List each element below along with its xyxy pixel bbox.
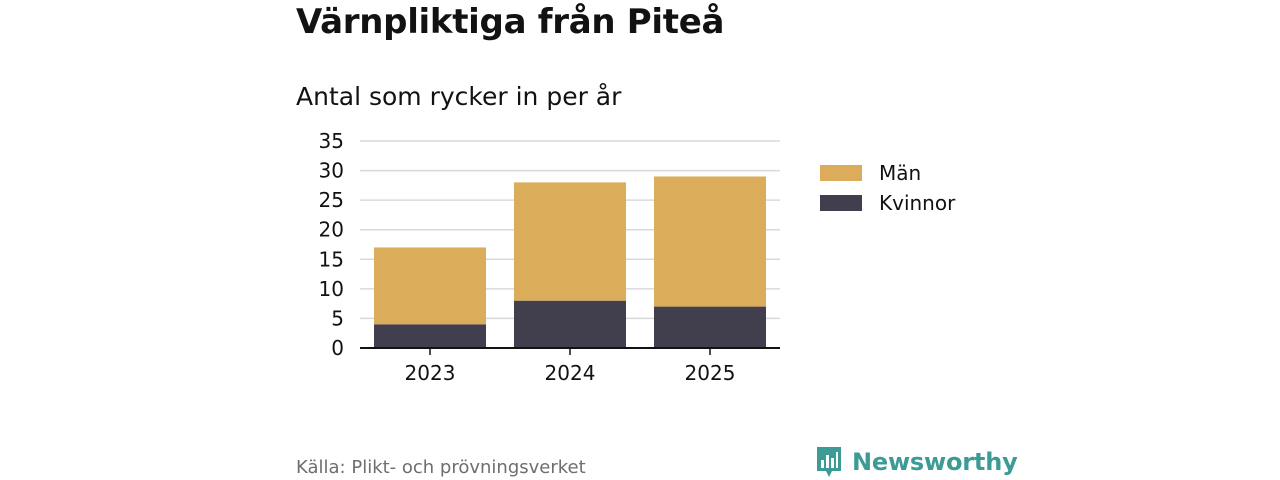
x-tick-label: 2023 [405, 361, 456, 385]
y-axis-ticks: 0 5 10 15 20 25 30 35 [319, 129, 344, 360]
bar-mn-2025 [654, 176, 766, 307]
legend-swatch-kvinnor [820, 195, 862, 211]
bar-kvinnor-2023 [374, 324, 486, 348]
bar-chart-speech-icon [817, 447, 841, 477]
legend-label-kvinnor: Kvinnor [879, 191, 956, 215]
y-tick-label: 30 [319, 159, 344, 183]
y-tick-label: 35 [319, 129, 344, 153]
y-tick-label: 0 [331, 336, 344, 360]
source-note: Källa: Plikt- och prövningsverket [296, 457, 586, 478]
bar-kvinnor-2025 [654, 306, 766, 348]
x-axis: 2023 2024 2025 [360, 347, 780, 385]
x-tick-label: 2025 [685, 361, 736, 385]
bar-mn-2024 [514, 182, 626, 301]
bars [374, 176, 766, 348]
legend-swatch-man [820, 165, 862, 181]
chart-title: Värnpliktiga från Piteå [296, 2, 725, 42]
legend-label-man: Män [879, 161, 922, 185]
y-tick-label: 5 [331, 306, 344, 330]
y-tick-label: 20 [319, 218, 344, 242]
y-tick-label: 25 [319, 188, 344, 212]
bar-mn-2023 [374, 247, 486, 325]
brand-name: Newsworthy [852, 448, 1018, 476]
brand-logo: Newsworthy [815, 445, 1018, 479]
legend-item-man: Män [820, 158, 955, 188]
chart-subtitle: Antal som rycker in per år [296, 82, 622, 111]
bar-kvinnor-2024 [514, 300, 626, 348]
legend-item-kvinnor: Kvinnor [820, 188, 955, 218]
x-tick-label: 2024 [545, 361, 596, 385]
legend: Män Kvinnor [820, 158, 955, 218]
y-tick-label: 15 [319, 247, 344, 271]
y-tick-label: 10 [319, 277, 344, 301]
